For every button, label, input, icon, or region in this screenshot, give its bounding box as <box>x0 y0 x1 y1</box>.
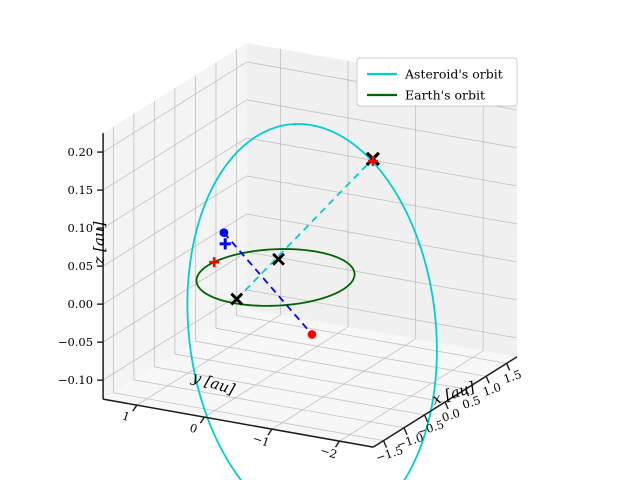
gridline-x-floor <box>215 327 487 377</box>
legend-label-0: Asteroid's orbit <box>404 67 503 82</box>
earth-asteroid-separation <box>223 232 313 336</box>
gridline-x-floor <box>174 353 446 403</box>
gridline-z-back <box>102 289 247 381</box>
gridline-x-floor <box>133 379 405 429</box>
gridline-z-right <box>246 175 517 225</box>
marker-earth-position <box>219 228 229 238</box>
tick-label-z: −0.10 <box>58 373 93 387</box>
tick-label-z: 0.00 <box>67 297 93 311</box>
gridline-y-floor <box>136 314 281 406</box>
tick-label-y: 0 <box>188 421 199 437</box>
tick-label-z: 0.15 <box>67 183 93 197</box>
tick-label-x: −0.5 <box>415 417 446 439</box>
gridline-x-floor <box>195 340 466 390</box>
gridline-z-right <box>246 213 517 263</box>
tick-label-x: 0.5 <box>461 393 483 412</box>
tick-label-z: −0.05 <box>58 335 93 349</box>
tick-label-y: −1 <box>251 431 271 450</box>
legend-label-1: Earth's orbit <box>405 88 485 103</box>
gridline-z-back <box>102 137 247 229</box>
marker-asteroid-position <box>307 330 317 339</box>
marker-ascending-node-cross <box>272 252 285 266</box>
tick-y <box>199 416 205 424</box>
axes-ticks <box>97 151 511 448</box>
tick-label-z: 0.20 <box>67 145 93 159</box>
tick-label-z: 0.05 <box>67 259 93 273</box>
tick-label-x: 0.0 <box>440 406 462 425</box>
gridline-x-floor <box>113 392 384 442</box>
marker-aphelion-plus <box>367 156 378 167</box>
gridline-y-floor <box>271 338 416 430</box>
axes-gridlines <box>102 48 517 442</box>
tick-y <box>334 440 341 448</box>
tick-label-z: 0.10 <box>67 221 93 235</box>
gridline-z-right <box>246 289 517 339</box>
gridline-y-floor <box>204 326 349 418</box>
gridline-y-floor <box>339 350 484 442</box>
tick-y <box>132 404 138 412</box>
tick-x <box>382 440 388 448</box>
gridline-z-back <box>102 251 247 343</box>
connector-lines <box>223 158 374 336</box>
gridline-x-floor <box>154 366 425 416</box>
tick-x <box>444 401 449 410</box>
gridline-z-right <box>246 99 517 149</box>
tick-x <box>485 375 490 384</box>
spine-y-axis <box>102 398 374 448</box>
gridline-z-right <box>246 137 517 187</box>
orbit-curve-asteroid-s-orbit <box>186 123 438 480</box>
tick-x <box>403 427 408 436</box>
line-of-nodes <box>236 158 374 300</box>
marker-descending-node-cross <box>230 292 244 306</box>
axis-title-z: z [au] <box>90 221 108 265</box>
tick-label-y: 1 <box>120 409 131 425</box>
tick-x <box>506 363 511 371</box>
marker-points <box>209 151 381 339</box>
tick-y <box>267 428 273 436</box>
gridline-z-back <box>102 61 247 153</box>
legend-box[interactable]: Asteroid's orbit Earth's orbit <box>356 57 518 107</box>
marker-perihelion-marker <box>209 257 220 268</box>
marker-earth-node-plus <box>219 238 231 250</box>
tick-label-x: 1.0 <box>481 380 503 399</box>
gridline-z-back <box>102 99 247 191</box>
gridline-x-floor <box>236 315 507 364</box>
gridline-z-back <box>102 175 247 267</box>
tick-x <box>423 414 429 423</box>
tick-label-x: 1.5 <box>502 367 524 386</box>
tick-label-y: −2 <box>319 443 339 462</box>
tick-x <box>464 388 470 397</box>
gridline-z-right <box>246 251 517 301</box>
